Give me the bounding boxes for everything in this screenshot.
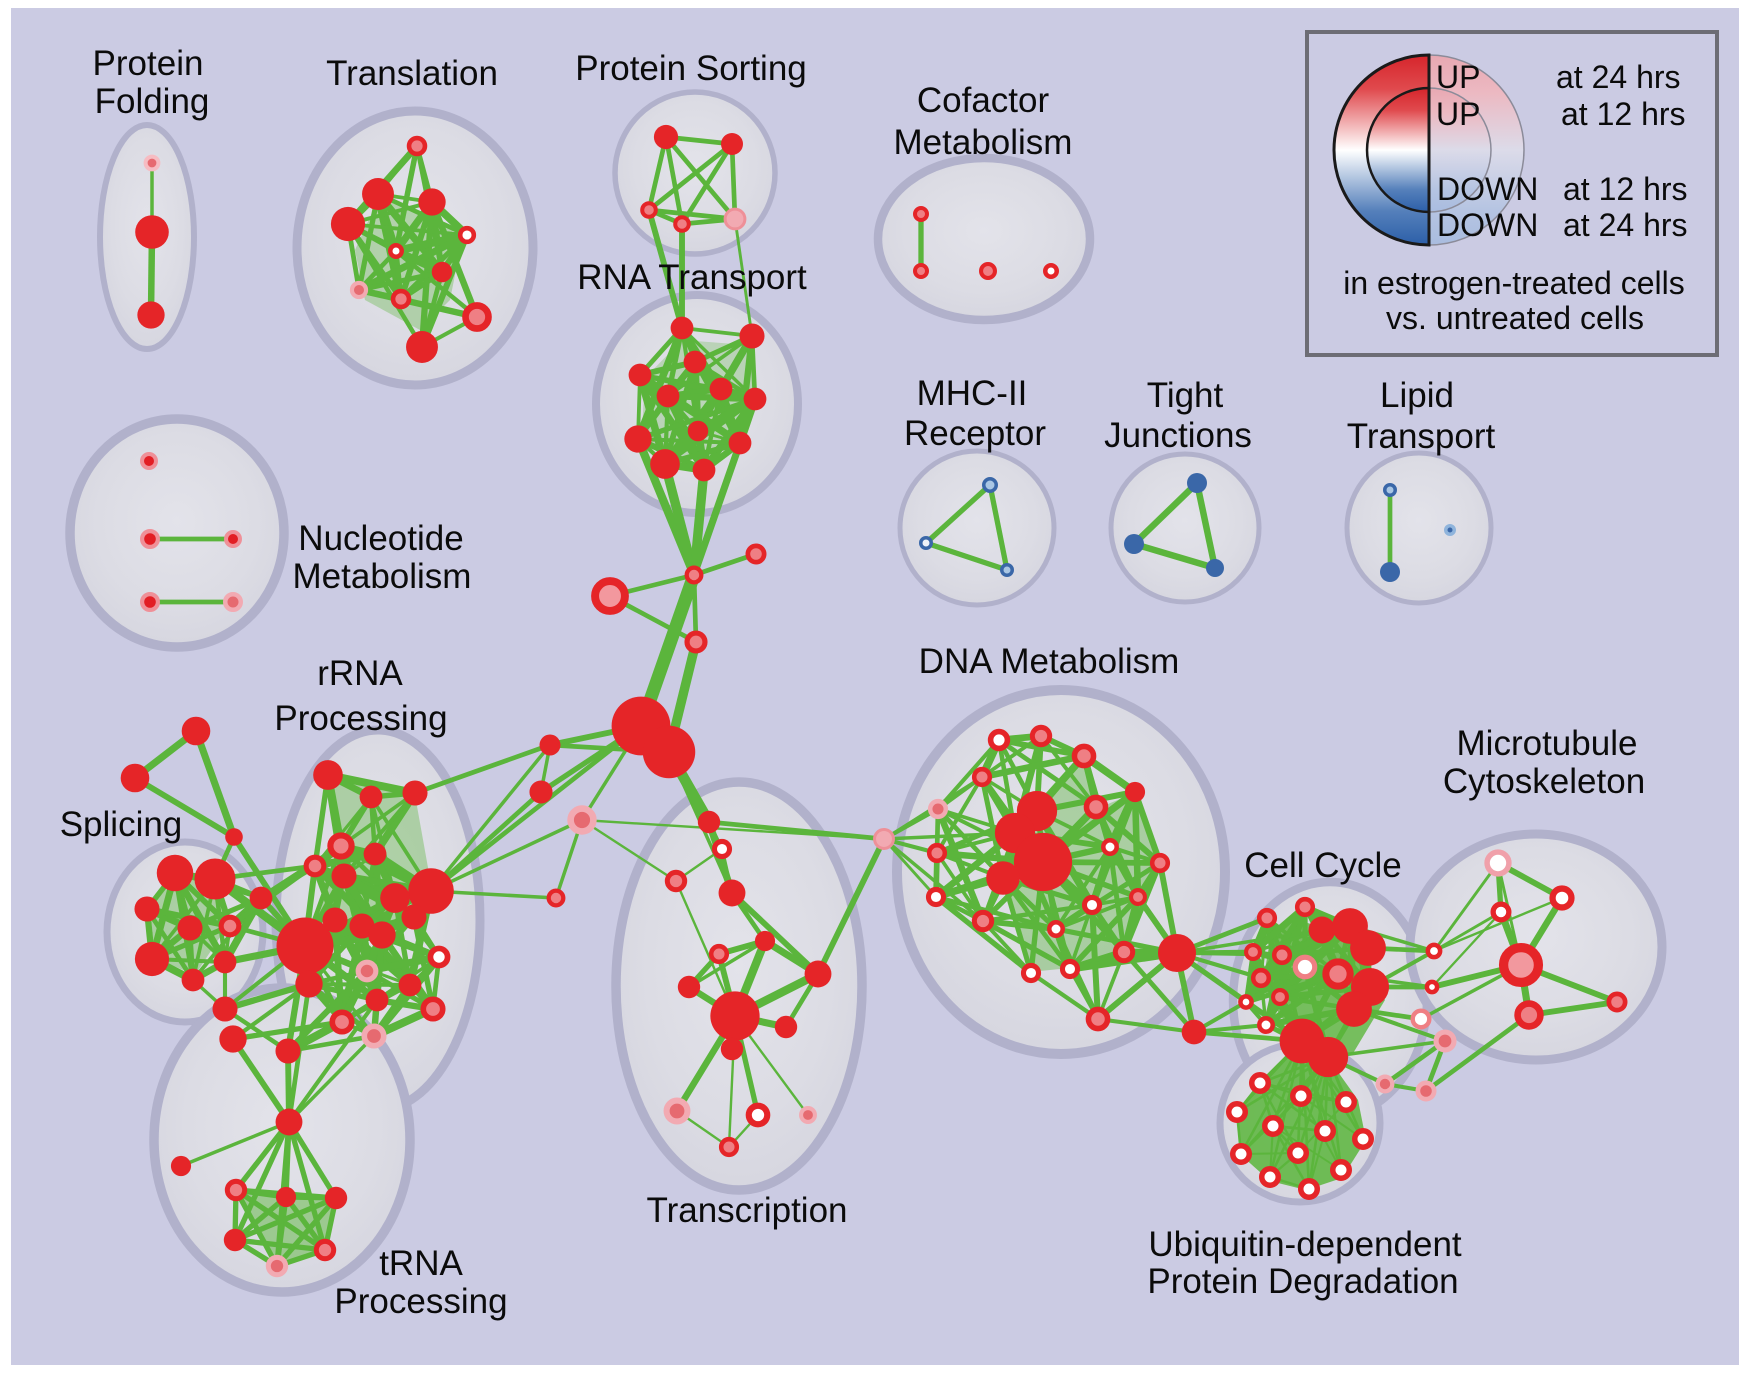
svg-text:Processing: Processing	[334, 1282, 507, 1321]
svg-text:DOWN: DOWN	[1437, 171, 1538, 207]
svg-text:Tight: Tight	[1147, 376, 1224, 415]
svg-text:Ubiquitin-dependent: Ubiquitin-dependent	[1148, 1225, 1462, 1264]
svg-text:Nucleotide: Nucleotide	[298, 519, 463, 558]
svg-text:Receptor: Receptor	[904, 414, 1046, 453]
svg-text:vs. untreated cells: vs. untreated cells	[1386, 300, 1644, 336]
svg-text:DNA Metabolism: DNA Metabolism	[919, 642, 1180, 681]
svg-text:Protein: Protein	[93, 44, 204, 83]
svg-text:Microtubule: Microtubule	[1457, 724, 1638, 763]
svg-text:Translation: Translation	[326, 54, 498, 93]
svg-text:Cofactor: Cofactor	[917, 81, 1050, 120]
svg-text:tRNA: tRNA	[379, 1244, 463, 1283]
svg-text:Transcription: Transcription	[647, 1191, 848, 1230]
svg-text:at 12 hrs: at 12 hrs	[1563, 171, 1688, 207]
svg-text:Transport: Transport	[1347, 417, 1496, 456]
svg-text:Protein Degradation: Protein Degradation	[1147, 1262, 1458, 1301]
svg-text:Folding: Folding	[95, 82, 210, 121]
svg-text:MHC-II: MHC-II	[917, 374, 1028, 413]
svg-text:at 12 hrs: at 12 hrs	[1561, 96, 1686, 132]
svg-text:UP: UP	[1436, 59, 1480, 95]
svg-text:DOWN: DOWN	[1437, 207, 1538, 243]
svg-text:Protein Sorting: Protein Sorting	[575, 49, 807, 88]
svg-text:Metabolism: Metabolism	[293, 557, 472, 596]
svg-text:Lipid: Lipid	[1380, 376, 1454, 415]
svg-text:at 24 hrs: at 24 hrs	[1556, 59, 1681, 95]
svg-text:Metabolism: Metabolism	[894, 123, 1073, 162]
svg-text:rRNA: rRNA	[317, 654, 403, 693]
svg-text:Splicing: Splicing	[60, 805, 183, 844]
svg-text:Processing: Processing	[274, 699, 447, 738]
svg-text:Junctions: Junctions	[1104, 416, 1252, 455]
svg-text:Cell Cycle: Cell Cycle	[1244, 846, 1402, 885]
svg-text:at 24 hrs: at 24 hrs	[1563, 207, 1688, 243]
svg-text:UP: UP	[1436, 96, 1480, 132]
svg-text:Cytoskeleton: Cytoskeleton	[1443, 762, 1645, 801]
svg-text:in estrogen-treated cells: in estrogen-treated cells	[1343, 265, 1685, 301]
svg-text:RNA Transport: RNA Transport	[577, 258, 807, 297]
